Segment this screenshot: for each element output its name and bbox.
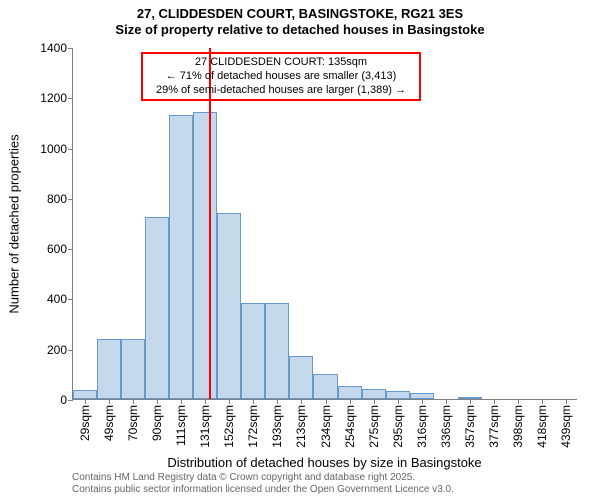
y-axis-title: Number of detached properties <box>7 134 22 313</box>
histogram-bar <box>217 213 241 399</box>
histogram-bar <box>289 356 313 399</box>
y-tick-label: 600 <box>47 242 73 256</box>
histogram-plot-area: 020040060080010001200140029sqm49sqm70sqm… <box>72 48 577 400</box>
histogram-bar <box>338 386 362 399</box>
x-tick-mark <box>301 399 302 404</box>
x-tick-label: 357sqm <box>463 405 477 448</box>
y-tick-label: 1200 <box>40 91 73 105</box>
y-tick-label: 400 <box>47 292 73 306</box>
footer-line1: Contains HM Land Registry data © Crown c… <box>72 472 600 484</box>
histogram-bar <box>97 339 121 399</box>
x-tick-label: 439sqm <box>559 405 573 448</box>
x-tick-mark <box>205 399 206 404</box>
x-tick-mark <box>350 399 351 404</box>
x-tick-mark <box>446 399 447 404</box>
x-tick-label: 275sqm <box>367 405 381 448</box>
x-tick-mark <box>181 399 182 404</box>
x-tick-label: 418sqm <box>535 405 549 448</box>
x-tick-label: 213sqm <box>294 405 308 448</box>
y-tick-label: 1000 <box>40 142 73 156</box>
x-tick-label: 377sqm <box>487 405 501 448</box>
x-tick-mark <box>398 399 399 404</box>
histogram-bar <box>313 374 337 399</box>
histogram-bar <box>73 390 97 399</box>
y-tick-label: 800 <box>47 192 73 206</box>
histogram-bar <box>145 217 169 399</box>
histogram-bar <box>121 339 145 399</box>
histogram-bar <box>362 389 386 399</box>
y-tick-label: 200 <box>47 343 73 357</box>
x-tick-label: 336sqm <box>439 405 453 448</box>
footer-line2: Contains public sector information licen… <box>72 484 600 496</box>
x-tick-label: 70sqm <box>126 405 140 441</box>
x-tick-mark <box>229 399 230 404</box>
x-tick-label: 90sqm <box>150 405 164 441</box>
x-tick-label: 29sqm <box>78 405 92 441</box>
x-tick-label: 193sqm <box>270 405 284 448</box>
annotation-line: 27 CLIDDESDEN COURT: 135sqm <box>147 56 415 70</box>
x-tick-mark <box>374 399 375 404</box>
annotation-line: 29% of semi-detached houses are larger (… <box>147 84 415 98</box>
chart-title-line2: Size of property relative to detached ho… <box>0 22 600 38</box>
histogram-bar <box>241 303 265 399</box>
x-tick-label: 234sqm <box>319 405 333 448</box>
x-tick-label: 152sqm <box>222 405 236 448</box>
x-tick-mark <box>566 399 567 404</box>
histogram-bar <box>169 115 193 399</box>
x-tick-mark <box>422 399 423 404</box>
histogram-bar <box>265 303 289 399</box>
x-tick-mark <box>494 399 495 404</box>
x-tick-label: 295sqm <box>391 405 405 448</box>
x-axis-title: Distribution of detached houses by size … <box>72 455 577 470</box>
x-tick-mark <box>470 399 471 404</box>
chart-footer: Contains HM Land Registry data © Crown c… <box>72 472 600 496</box>
x-tick-mark <box>157 399 158 404</box>
x-tick-label: 398sqm <box>511 405 525 448</box>
x-tick-mark <box>277 399 278 404</box>
x-tick-mark <box>85 399 86 404</box>
x-tick-label: 254sqm <box>343 405 357 448</box>
x-tick-mark <box>133 399 134 404</box>
x-tick-mark <box>109 399 110 404</box>
x-tick-label: 131sqm <box>198 405 212 448</box>
x-tick-label: 111sqm <box>174 405 188 446</box>
chart-title-line1: 27, CLIDDESDEN COURT, BASINGSTOKE, RG21 … <box>0 6 600 22</box>
x-tick-label: 172sqm <box>246 405 260 448</box>
y-tick-label: 1400 <box>40 41 73 55</box>
x-tick-mark <box>326 399 327 404</box>
annotation-box: 27 CLIDDESDEN COURT: 135sqm← 71% of deta… <box>141 52 421 101</box>
chart-title: 27, CLIDDESDEN COURT, BASINGSTOKE, RG21 … <box>0 0 600 39</box>
annotation-line: ← 71% of detached houses are smaller (3,… <box>147 70 415 84</box>
x-tick-mark <box>518 399 519 404</box>
x-tick-label: 316sqm <box>415 405 429 448</box>
x-tick-mark <box>253 399 254 404</box>
histogram-bar <box>193 112 217 399</box>
x-tick-label: 49sqm <box>102 405 116 441</box>
histogram-bar <box>386 391 410 399</box>
y-tick-label: 0 <box>60 393 73 407</box>
x-tick-mark <box>542 399 543 404</box>
